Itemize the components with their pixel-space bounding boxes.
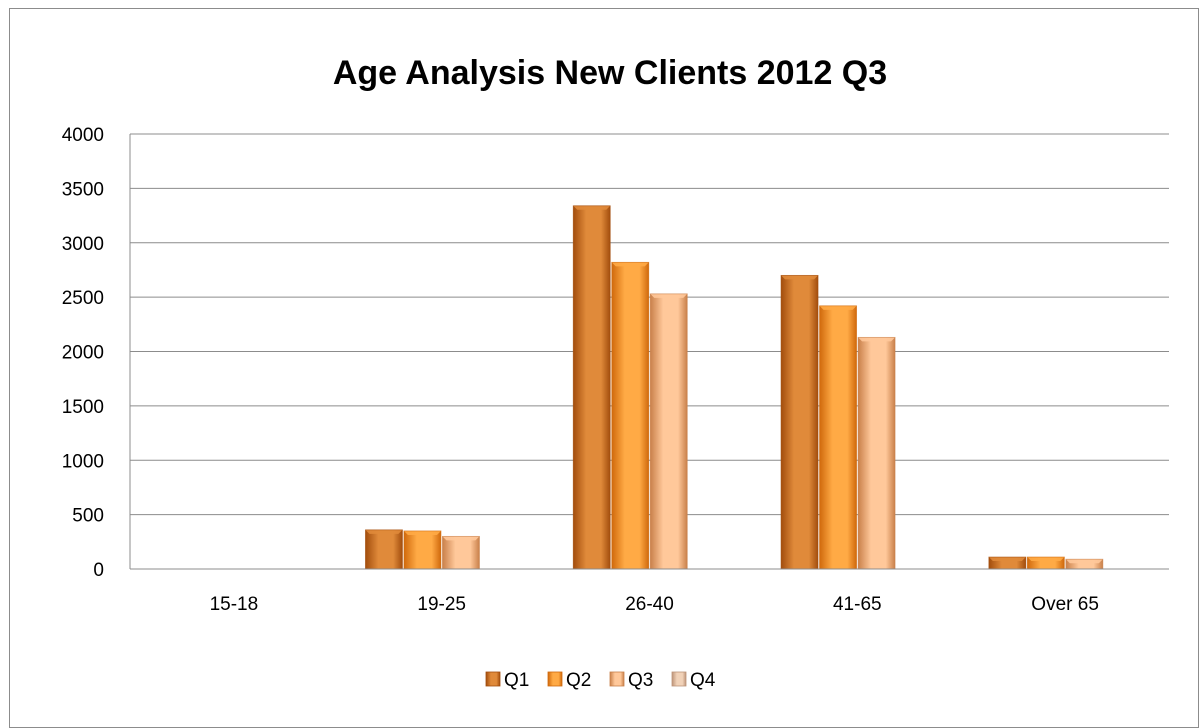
bar-over-65-q2 <box>1026 556 1065 570</box>
legend-swatch-q2 <box>547 671 563 687</box>
y-tick-label-3000: 3000 <box>62 234 104 255</box>
y-axis-tick-labels: 0 500 1000 1500 2000 2500 3000 3500 4000 <box>62 125 104 581</box>
chart-title: Age Analysis New Clients 2012 Q3 <box>333 54 887 92</box>
legend-label-q4: Q4 <box>690 670 716 691</box>
legend-swatch-q4 <box>671 671 687 687</box>
bar-26-40-q1 <box>572 205 611 570</box>
x-axis-tick-labels: 15-18 19-25 26-40 41-65 Over 65 <box>210 594 1099 615</box>
legend: Q1 Q2 Q3 Q4 <box>485 670 716 691</box>
bar-26-40-q2 <box>611 261 650 570</box>
bar-over-65-q1 <box>988 556 1027 570</box>
legend-label-q3: Q3 <box>628 670 653 691</box>
bar-over-65-q3 <box>1065 558 1104 570</box>
gridlines <box>129 133 1169 570</box>
bar-26-40-q3 <box>649 293 688 570</box>
bar-41-65-q2 <box>819 305 857 570</box>
legend-swatch-q3 <box>609 671 625 687</box>
y-tick-label-500: 500 <box>72 506 104 527</box>
x-tick-label-26-40: 26-40 <box>625 594 674 615</box>
legend-item-q4: Q4 <box>671 670 716 691</box>
bar-19-25-q3 <box>442 535 480 570</box>
bar-19-25-q1 <box>365 529 403 570</box>
legend-item-q1: Q1 <box>485 670 529 691</box>
y-tick-label-4000: 4000 <box>62 125 104 146</box>
y-tick-label-0: 0 <box>93 560 104 581</box>
x-tick-label-19-25: 19-25 <box>417 594 466 615</box>
y-tick-label-1000: 1000 <box>62 451 104 472</box>
y-tick-label-1500: 1500 <box>62 397 104 418</box>
x-tick-label-41-65: 41-65 <box>833 594 882 615</box>
bar-41-65-q1 <box>780 274 819 570</box>
legend-item-q3: Q3 <box>609 670 653 691</box>
legend-label-q1: Q1 <box>504 670 529 691</box>
y-tick-label-2000: 2000 <box>62 343 104 364</box>
legend-label-q2: Q2 <box>566 670 591 691</box>
y-tick-label-3500: 3500 <box>62 179 104 200</box>
legend-swatch-q1 <box>485 671 501 687</box>
bar-41-65-q3 <box>857 336 896 570</box>
bar-19-25-q2 <box>403 530 442 570</box>
x-tick-label-over-65: Over 65 <box>1031 594 1099 615</box>
y-tick-label-2500: 2500 <box>62 288 104 309</box>
x-tick-label-15-18: 15-18 <box>210 594 259 615</box>
bars <box>130 205 1169 570</box>
legend-item-q2: Q2 <box>547 670 591 691</box>
